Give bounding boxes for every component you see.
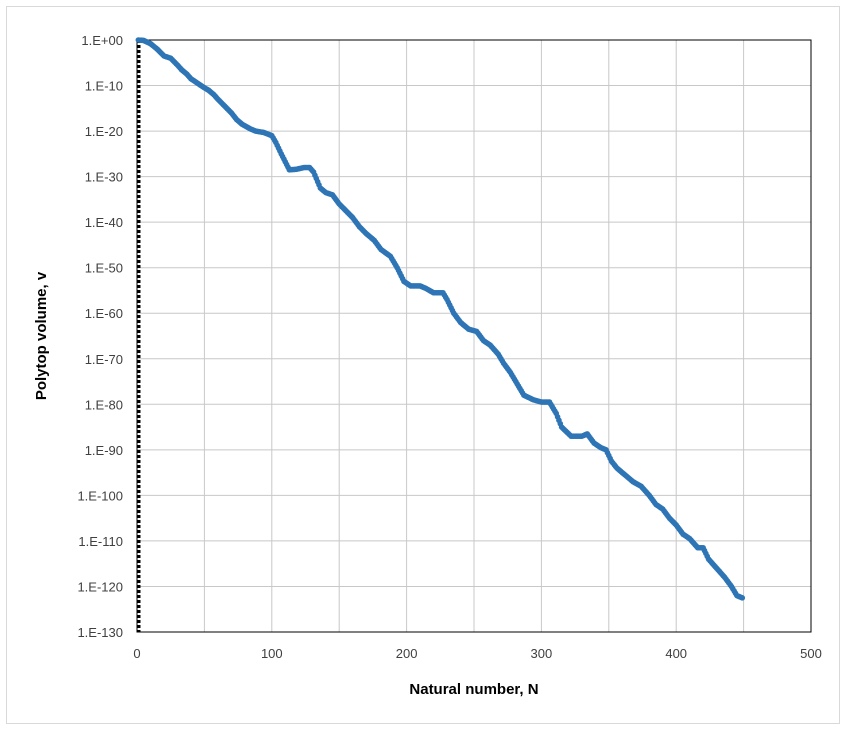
x-tick-label: 100: [261, 646, 283, 661]
data-points: [136, 37, 746, 600]
x-tick-label: 400: [665, 646, 687, 661]
y-tick-label: 1.E-30: [85, 170, 123, 185]
y-tick-label: 1.E-10: [85, 79, 123, 94]
grid-lines: [137, 40, 811, 632]
x-axis-title: Natural number, N: [409, 681, 538, 698]
x-tick-label: 0: [133, 646, 140, 661]
y-tick-label: 1.E-60: [85, 306, 123, 321]
y-axis-title: Polytop volume, v: [33, 271, 50, 400]
y-tick-label: 1.E-80: [85, 397, 123, 412]
x-tick-label: 500: [800, 646, 822, 661]
y-tick-label: 1.E-40: [85, 215, 123, 230]
y-tick-label: 1.E-90: [85, 443, 123, 458]
y-tick-label: 1.E-130: [77, 625, 123, 640]
y-tick-label: 1.E-20: [85, 124, 123, 139]
y-tick-label: 1.E-50: [85, 261, 123, 276]
x-tick-labels: 0 100 200 300 400 500: [133, 646, 821, 661]
x-tick-label: 200: [396, 646, 418, 661]
y-tick-label: 1.E-100: [77, 488, 123, 503]
y-tick-label: 1.E+00: [81, 33, 123, 48]
data-point: [739, 595, 745, 601]
y-tick-labels: 1.E+00 1.E-10 1.E-20 1.E-30 1.E-40 1.E-50 1.E-…: [77, 33, 123, 640]
y-tick-label: 1.E-110: [78, 534, 123, 549]
x-tick-label: 300: [531, 646, 553, 661]
y-tick-label: 1.E-70: [85, 352, 123, 367]
y-tick-label: 1.E-120: [77, 579, 123, 594]
